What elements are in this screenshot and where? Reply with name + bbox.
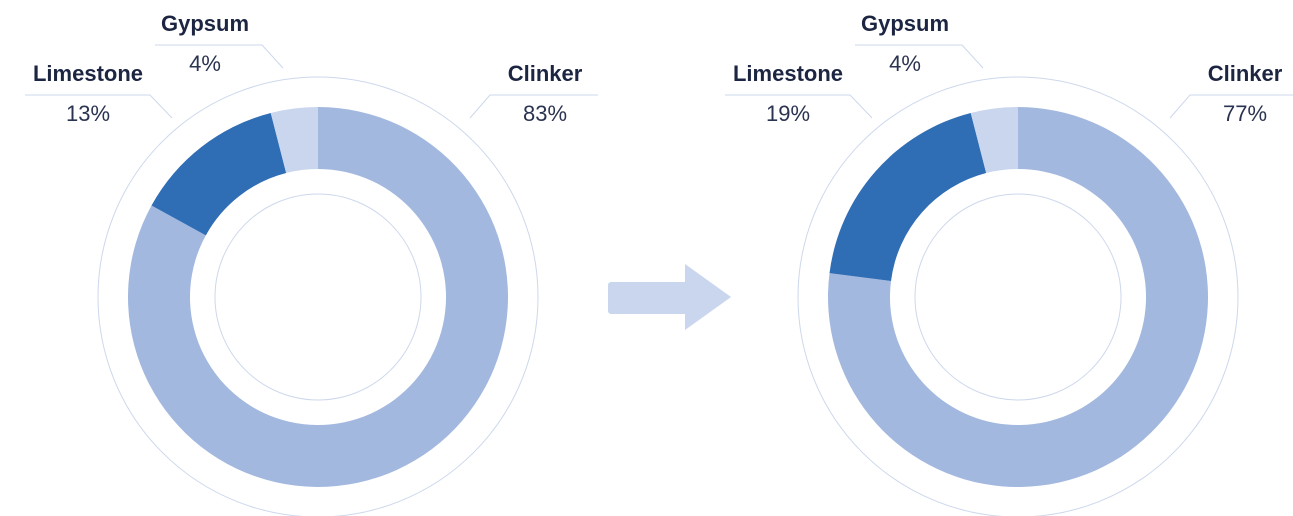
leader-line: [1169, 94, 1293, 119]
slice-name: Clinker: [508, 61, 583, 86]
slice-value: 19%: [766, 101, 810, 126]
inner-ring: [914, 193, 1122, 401]
leader-line: [725, 94, 873, 119]
slice: [270, 107, 318, 174]
slice-name: Gypsum: [161, 11, 249, 36]
slice: [127, 107, 509, 488]
slice-name: Limestone: [33, 61, 143, 86]
slice-value: 4%: [889, 51, 921, 76]
slice-value: 4%: [189, 51, 221, 76]
outer-ring: [97, 76, 539, 516]
inner-ring: [214, 193, 422, 401]
slice: [970, 107, 1018, 174]
leader-line: [469, 94, 598, 119]
slice: [828, 107, 1209, 488]
leader-line: [855, 44, 984, 69]
arrow: [608, 264, 731, 330]
slice-name: Gypsum: [861, 11, 949, 36]
slice: [151, 112, 287, 236]
leader-line: [25, 94, 173, 119]
outer-ring: [797, 76, 1239, 516]
slice-name: Clinker: [1208, 61, 1283, 86]
leader-line: [155, 44, 284, 69]
slice-value: 77%: [1223, 101, 1267, 126]
slice-value: 83%: [523, 101, 567, 126]
slice-name: Limestone: [733, 61, 843, 86]
slice: [829, 112, 987, 281]
slice-value: 13%: [66, 101, 110, 126]
